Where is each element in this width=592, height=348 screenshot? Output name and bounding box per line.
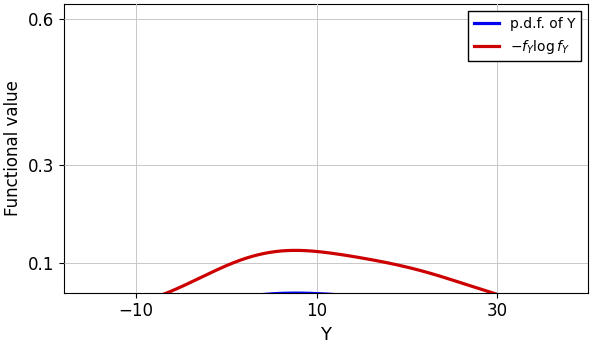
$-f_Y \log f_Y$ xyxy=(570,307,577,311)
$-f_Y \log f_Y$ xyxy=(316,250,323,254)
p.d.f. of Y xyxy=(60,310,67,314)
$-f_Y \log f_Y$ xyxy=(60,309,67,314)
$-f_Y \log f_Y$ xyxy=(301,248,308,253)
Legend: p.d.f. of Y, $-f_Y \log f_Y$: p.d.f. of Y, $-f_Y \log f_Y$ xyxy=(468,11,581,61)
p.d.f. of Y xyxy=(87,310,94,314)
X-axis label: Y: Y xyxy=(320,326,332,344)
$-f_Y \log f_Y$ xyxy=(584,308,591,312)
p.d.f. of Y xyxy=(570,310,577,314)
p.d.f. of Y xyxy=(316,292,323,296)
p.d.f. of Y xyxy=(292,291,299,295)
p.d.f. of Y xyxy=(301,291,308,295)
$-f_Y \log f_Y$ xyxy=(473,286,480,290)
Y-axis label: Functional value: Functional value xyxy=(4,80,22,216)
p.d.f. of Y xyxy=(473,305,480,309)
$-f_Y \log f_Y$ xyxy=(569,307,576,311)
p.d.f. of Y xyxy=(569,310,576,314)
p.d.f. of Y xyxy=(584,310,591,314)
$-f_Y \log f_Y$ xyxy=(87,308,94,312)
Line: $-f_Y \log f_Y$: $-f_Y \log f_Y$ xyxy=(64,250,588,311)
Line: p.d.f. of Y: p.d.f. of Y xyxy=(64,293,588,312)
$-f_Y \log f_Y$ xyxy=(292,248,299,252)
